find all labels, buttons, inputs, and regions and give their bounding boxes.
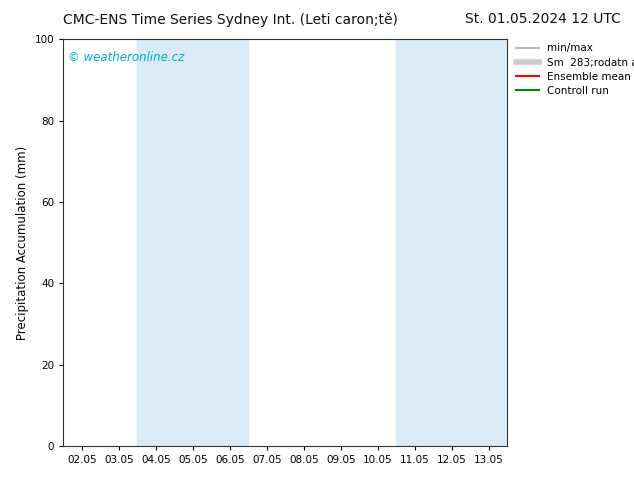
- Legend: min/max, Sm  283;rodatn acute; odchylka, Ensemble mean run, Controll run: min/max, Sm 283;rodatn acute; odchylka, …: [512, 39, 634, 100]
- Bar: [396, 39, 507, 446]
- Text: St. 01.05.2024 12 UTC: St. 01.05.2024 12 UTC: [465, 12, 621, 26]
- Text: © weatheronline.cz: © weatheronline.cz: [68, 51, 184, 64]
- Text: CMC-ENS Time Series Sydney Int. (Leti caron;tě): CMC-ENS Time Series Sydney Int. (Leti ca…: [63, 12, 398, 27]
- Bar: [138, 39, 249, 446]
- Y-axis label: Precipitation Accumulation (mm): Precipitation Accumulation (mm): [16, 146, 29, 340]
